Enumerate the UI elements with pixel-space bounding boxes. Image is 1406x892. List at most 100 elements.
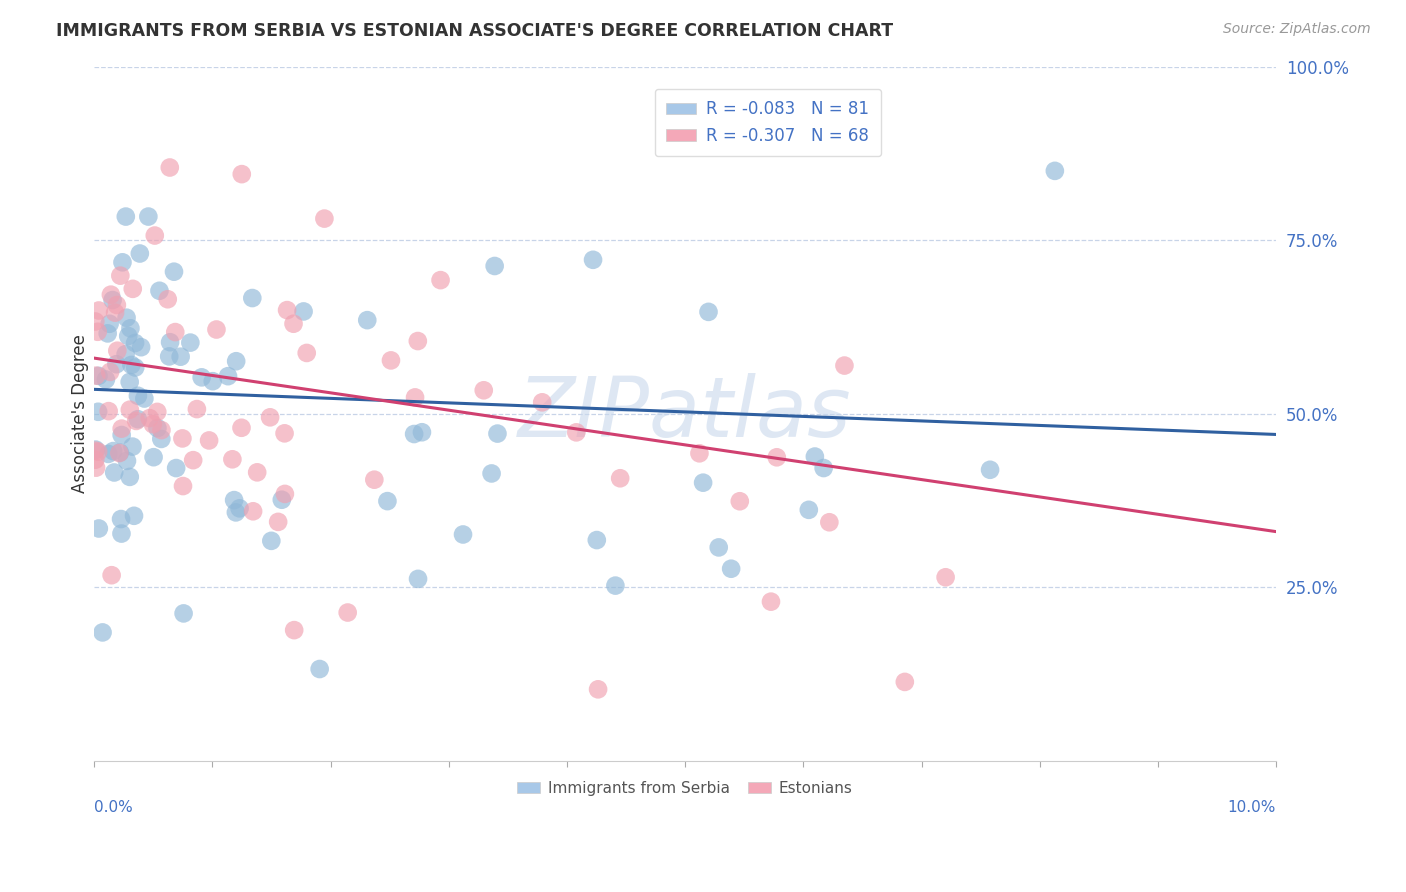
Point <box>283 317 305 331</box>
Point <box>295 346 318 360</box>
Point <box>609 471 631 485</box>
Point <box>231 421 253 435</box>
Point <box>114 210 136 224</box>
Point <box>127 389 149 403</box>
Point <box>1043 164 1066 178</box>
Point <box>98 365 121 379</box>
Point <box>87 444 110 458</box>
Point <box>142 417 165 432</box>
Point <box>356 313 378 327</box>
Point <box>198 434 221 448</box>
Point <box>228 501 250 516</box>
Point <box>707 541 730 555</box>
Point <box>979 463 1001 477</box>
Point <box>100 568 122 582</box>
Point <box>169 350 191 364</box>
Point <box>242 504 264 518</box>
Point <box>111 422 134 436</box>
Point <box>128 246 150 260</box>
Point <box>429 273 451 287</box>
Point <box>105 343 128 358</box>
Point <box>129 340 152 354</box>
Point <box>108 445 131 459</box>
Point <box>231 167 253 181</box>
Point <box>121 282 143 296</box>
Point <box>363 473 385 487</box>
Point <box>720 562 742 576</box>
Point <box>118 470 141 484</box>
Point <box>127 412 149 426</box>
Point <box>121 440 143 454</box>
Point <box>267 515 290 529</box>
Point <box>159 161 181 175</box>
Point <box>728 494 751 508</box>
Point <box>159 335 181 350</box>
Point <box>118 375 141 389</box>
Point <box>224 493 246 508</box>
Point <box>87 405 110 419</box>
Point <box>157 350 180 364</box>
Point <box>100 287 122 301</box>
Point <box>276 303 298 318</box>
Point <box>484 259 506 273</box>
Point <box>246 466 269 480</box>
Point <box>225 354 247 368</box>
Point <box>308 662 330 676</box>
Point <box>105 298 128 312</box>
Point <box>586 682 609 697</box>
Point <box>87 303 110 318</box>
Point <box>108 446 131 460</box>
Point <box>259 410 281 425</box>
Point <box>120 358 142 372</box>
Point <box>165 461 187 475</box>
Point <box>125 414 148 428</box>
Point <box>818 515 841 529</box>
Point <box>118 402 141 417</box>
Point <box>221 452 243 467</box>
Point <box>292 304 315 318</box>
Point <box>114 347 136 361</box>
Point <box>273 426 295 441</box>
Point <box>797 503 820 517</box>
Point <box>150 432 173 446</box>
Point <box>697 305 720 319</box>
Point <box>377 494 399 508</box>
Point <box>404 391 426 405</box>
Point <box>813 461 835 475</box>
Point <box>186 402 208 417</box>
Point <box>156 292 179 306</box>
Point <box>84 443 107 458</box>
Point <box>124 360 146 375</box>
Point <box>172 431 194 445</box>
Point <box>120 321 142 335</box>
Point <box>486 426 509 441</box>
Point <box>97 404 120 418</box>
Point <box>181 453 204 467</box>
Text: ZIPatlas: ZIPatlas <box>519 373 852 454</box>
Point <box>260 533 283 548</box>
Text: IMMIGRANTS FROM SERBIA VS ESTONIAN ASSOCIATE'S DEGREE CORRELATION CHART: IMMIGRANTS FROM SERBIA VS ESTONIAN ASSOC… <box>56 22 893 40</box>
Point <box>935 570 957 584</box>
Point <box>122 508 145 523</box>
Text: 10.0%: 10.0% <box>1227 799 1277 814</box>
Point <box>688 446 710 460</box>
Legend: Immigrants from Serbia, Estonians: Immigrants from Serbia, Estonians <box>512 774 859 802</box>
Point <box>172 479 194 493</box>
Point <box>138 411 160 425</box>
Point <box>179 335 201 350</box>
Point <box>411 425 433 440</box>
Point <box>146 405 169 419</box>
Point <box>565 425 588 440</box>
Point <box>117 329 139 343</box>
Point <box>84 314 107 328</box>
Point <box>110 512 132 526</box>
Point <box>111 428 134 442</box>
Point <box>270 492 292 507</box>
Point <box>217 369 239 384</box>
Point <box>605 579 627 593</box>
Point <box>894 674 917 689</box>
Point <box>105 357 128 371</box>
Point <box>765 450 787 465</box>
Point <box>150 423 173 437</box>
Point <box>84 442 107 457</box>
